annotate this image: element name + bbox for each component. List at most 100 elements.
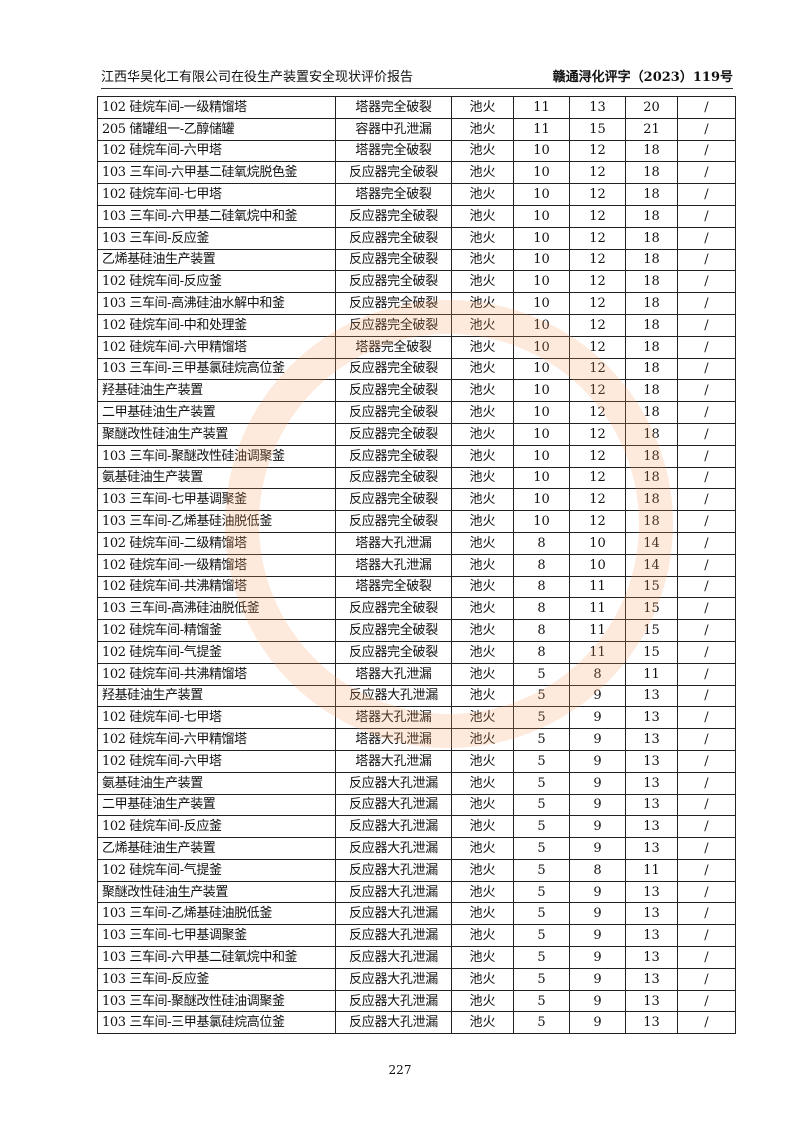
value-cell-3: 18 bbox=[625, 488, 678, 512]
value-cell-3-text: 15 bbox=[643, 644, 660, 660]
table-row: 103 三车间-六甲基二硅氧烷中和釜 反应器完全破裂 池火 10 12 18 / bbox=[97, 204, 736, 228]
accident-scenario-cell-text: 反应器完全破裂 bbox=[349, 208, 438, 224]
value-cell-2: 9 bbox=[569, 684, 626, 708]
value-cell-2: 9 bbox=[569, 880, 626, 904]
value-cell-1-text: 10 bbox=[533, 514, 550, 530]
value-cell-4: / bbox=[677, 292, 736, 315]
table-row: 103 三车间-高沸硅油脱低釜 反应器完全破裂 池火 8 11 15 / bbox=[97, 597, 736, 621]
value-cell-1-text: 5 bbox=[537, 1015, 546, 1031]
location-cell: 102 硅烷车间-精馏釜 bbox=[97, 619, 336, 642]
accident-scenario-cell: 容器中孔泄漏 bbox=[335, 117, 452, 141]
location-cell-text: 103 三车间-乙烯基硅油脱低釜 bbox=[102, 906, 272, 922]
value-cell-3-text: 18 bbox=[643, 339, 660, 355]
accident-type-cell: 池火 bbox=[451, 335, 514, 359]
value-cell-4-text: / bbox=[704, 949, 709, 965]
accident-scenario-cell: 反应器完全破裂 bbox=[335, 313, 452, 337]
value-cell-1: 5 bbox=[513, 1011, 570, 1035]
value-cell-1-text: 8 bbox=[537, 557, 546, 573]
location-cell-text: 103 三车间-三甲基氯硅烷高位釜 bbox=[102, 361, 285, 377]
accident-scenario-cell-text: 反应器大孔泄漏 bbox=[349, 862, 438, 878]
value-cell-3: 18 bbox=[625, 161, 678, 185]
accident-type-cell: 池火 bbox=[451, 815, 514, 839]
accident-scenario-cell-text: 反应器大孔泄漏 bbox=[349, 884, 438, 900]
value-cell-3: 13 bbox=[625, 837, 678, 860]
value-cell-1-text: 10 bbox=[533, 230, 550, 246]
location-cell: 103 三车间-六甲基二硅氧烷中和釜 bbox=[97, 946, 336, 969]
value-cell-2-text: 9 bbox=[593, 949, 602, 965]
value-cell-4: / bbox=[677, 139, 736, 163]
value-cell-4: / bbox=[677, 357, 736, 381]
accident-scenario-cell-text: 反应器完全破裂 bbox=[349, 230, 438, 246]
value-cell-4-text: / bbox=[704, 928, 709, 944]
value-cell-1: 10 bbox=[513, 379, 570, 403]
value-cell-4: / bbox=[677, 270, 736, 294]
value-cell-1-text: 5 bbox=[537, 949, 546, 965]
value-cell-4-text: / bbox=[704, 688, 709, 704]
value-cell-1: 10 bbox=[513, 422, 570, 446]
value-cell-3: 20 bbox=[625, 96, 678, 119]
accident-scenario-cell-text: 反应器完全破裂 bbox=[349, 644, 438, 660]
accident-type-cell: 池火 bbox=[451, 597, 514, 621]
accident-scenario-cell: 反应器完全破裂 bbox=[335, 161, 452, 185]
location-cell: 氨基硅油生产装置 bbox=[97, 771, 336, 795]
value-cell-3-text: 13 bbox=[643, 949, 660, 965]
value-cell-2: 12 bbox=[569, 313, 626, 337]
value-cell-4-text: / bbox=[704, 1015, 709, 1031]
accident-type-cell-text: 池火 bbox=[469, 928, 496, 944]
accident-type-cell-text: 池火 bbox=[469, 514, 496, 530]
value-cell-3-text: 18 bbox=[643, 187, 660, 203]
value-cell-3-text: 13 bbox=[643, 1015, 660, 1031]
accident-scenario-cell: 反应器完全破裂 bbox=[335, 597, 452, 621]
value-cell-4: / bbox=[677, 335, 736, 359]
accident-scenario-cell-text: 反应器完全破裂 bbox=[349, 492, 438, 508]
accident-scenario-cell-text: 塔器完全破裂 bbox=[355, 579, 432, 595]
value-cell-1: 8 bbox=[513, 575, 570, 599]
value-cell-4-text: / bbox=[704, 470, 709, 486]
accident-type-cell-text: 池火 bbox=[469, 884, 496, 900]
value-cell-3: 13 bbox=[625, 924, 678, 948]
table-row: 氨基硅油生产装置 反应器完全破裂 池火 10 12 18 / bbox=[97, 466, 736, 490]
value-cell-3-text: 15 bbox=[643, 579, 660, 595]
accident-type-cell-text: 池火 bbox=[469, 753, 496, 769]
accident-scenario-cell-text: 反应器大孔泄漏 bbox=[349, 688, 438, 704]
accident-scenario-cell-text: 反应器大孔泄漏 bbox=[349, 797, 438, 813]
accident-scenario-cell-text: 反应器大孔泄漏 bbox=[349, 1015, 438, 1031]
document-number: 赣通浔化评字（2023）119号 bbox=[552, 70, 733, 85]
value-cell-3-text: 18 bbox=[643, 296, 660, 312]
value-cell-3: 14 bbox=[625, 531, 678, 555]
value-cell-1: 8 bbox=[513, 619, 570, 642]
value-cell-1: 8 bbox=[513, 531, 570, 555]
value-cell-4-text: / bbox=[704, 143, 709, 159]
value-cell-1: 5 bbox=[513, 728, 570, 751]
accident-scenario-cell: 反应器完全破裂 bbox=[335, 292, 452, 315]
value-cell-2-text: 9 bbox=[593, 1015, 602, 1031]
value-cell-4: / bbox=[677, 902, 736, 926]
location-cell-text: 103 三车间-七甲基调聚釜 bbox=[102, 492, 247, 508]
accident-type-cell: 池火 bbox=[451, 967, 514, 991]
location-cell: 102 硅烷车间-中和处理釜 bbox=[97, 313, 336, 337]
accident-scenario-cell: 反应器大孔泄漏 bbox=[335, 967, 452, 991]
accident-type-cell-text: 池火 bbox=[469, 405, 496, 421]
accident-scenario-cell: 反应器完全破裂 bbox=[335, 488, 452, 512]
value-cell-2: 12 bbox=[569, 422, 626, 446]
value-cell-4: / bbox=[677, 488, 736, 512]
value-cell-2-text: 10 bbox=[589, 557, 606, 573]
value-cell-2-text: 15 bbox=[589, 121, 606, 137]
value-cell-4-text: / bbox=[704, 557, 709, 573]
value-cell-4: / bbox=[677, 313, 736, 337]
value-cell-4: / bbox=[677, 640, 736, 664]
value-cell-3-text: 18 bbox=[643, 361, 660, 377]
accident-type-cell-text: 池火 bbox=[469, 426, 496, 442]
value-cell-2: 9 bbox=[569, 1011, 626, 1035]
accident-type-cell-text: 池火 bbox=[469, 840, 496, 856]
value-cell-3-text: 18 bbox=[643, 208, 660, 224]
table-row: 102 硅烷车间-一级精馏塔 塔器完全破裂 池火 11 13 20 / bbox=[97, 96, 736, 119]
accident-type-cell: 池火 bbox=[451, 837, 514, 860]
accident-type-cell: 池火 bbox=[451, 553, 514, 577]
table-row: 102 硅烷车间-六甲塔 塔器完全破裂 池火 10 12 18 / bbox=[97, 139, 736, 163]
value-cell-4: / bbox=[677, 401, 736, 424]
accident-type-cell: 池火 bbox=[451, 379, 514, 403]
value-cell-1: 10 bbox=[513, 161, 570, 185]
value-cell-1-text: 8 bbox=[537, 601, 546, 617]
value-cell-3-text: 14 bbox=[643, 557, 660, 573]
